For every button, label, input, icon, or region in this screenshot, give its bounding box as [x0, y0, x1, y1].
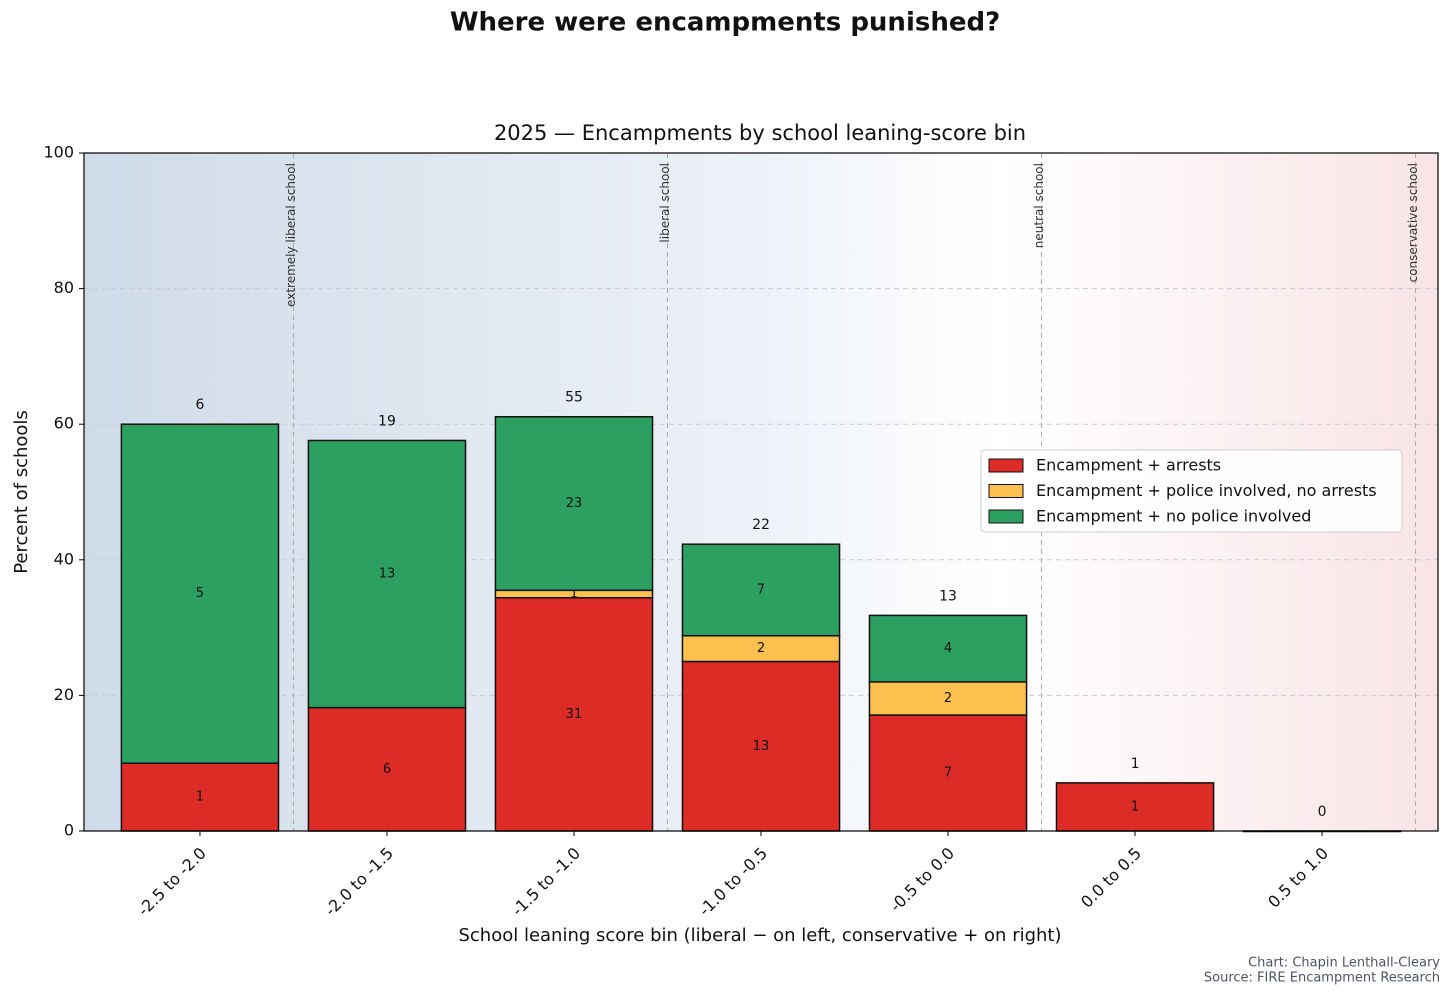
x-tick-label: -2.0 to -1.5	[321, 844, 397, 920]
reference-label: extremely liberal school	[284, 163, 298, 307]
x-tick-label: -1.5 to -1.0	[508, 844, 584, 920]
y-tick-label: 80	[54, 278, 74, 297]
segment-label: 13	[753, 739, 770, 754]
x-tick-label: 0.0 to 0.5	[1077, 844, 1145, 912]
reference-label: conservative school	[1406, 163, 1420, 282]
total-label: 6	[195, 397, 204, 413]
segment-label: 5	[196, 586, 204, 601]
legend-box	[980, 449, 1403, 533]
bar-segment	[681, 660, 841, 832]
legend-swatch	[988, 458, 1024, 473]
bar-segment	[868, 681, 1028, 716]
segment-label: 7	[944, 766, 952, 781]
bar-segment	[307, 439, 467, 709]
legend-label: Encampment + police involved, no arrests	[1036, 481, 1377, 500]
bar-segment	[1055, 782, 1215, 832]
x-tick-label: 0.5 to 1.0	[1264, 844, 1332, 912]
y-axis-label: Percent of schools	[11, 410, 32, 574]
bar-segment	[494, 597, 654, 832]
legend: Encampment + arrests Encampment + police …	[980, 449, 1403, 533]
x-tick-label: -0.5 to 0.0	[886, 844, 958, 916]
y-tick-label: 100	[43, 143, 74, 162]
bar-segment	[868, 614, 1028, 683]
bar-segment	[681, 543, 841, 637]
credit: Chart: Chapin Lenthall-Cleary	[1248, 956, 1440, 971]
chart-subtitle: 2025 — Encampments by school leaning-sco…	[494, 121, 1026, 145]
segment-label: 23	[566, 496, 583, 511]
segment-label: 2	[757, 641, 765, 656]
legend-label: Encampment + arrests	[1036, 456, 1221, 475]
legend-swatch	[988, 484, 1024, 498]
total-label: 1	[1131, 756, 1140, 772]
total-label: 19	[378, 413, 396, 429]
segment-label: 1	[196, 790, 204, 805]
x-tick-label: -1.0 to -0.5	[695, 844, 771, 920]
segment-label: 2	[944, 691, 952, 706]
reference-label: liberal school	[658, 163, 672, 243]
bar-segment	[868, 714, 1028, 832]
segment-label: 1	[1131, 799, 1139, 814]
bar-segment	[681, 634, 841, 663]
chart-title: Where were encampments punished?	[450, 8, 1000, 38]
segment-label: 31	[566, 707, 583, 722]
legend-label: Encampment + no police involved	[1036, 507, 1311, 526]
y-tick-label: 40	[54, 549, 74, 568]
bar-segment	[120, 423, 280, 764]
y-tick-label: 0	[64, 821, 74, 840]
segment-label: 7	[757, 582, 765, 597]
segment-label: 4	[944, 641, 952, 656]
credit: Source: FIRE Encampment Research	[1204, 971, 1440, 986]
x-axis-label: School leaning score bin (liberal − on l…	[458, 925, 1061, 946]
bar-segment	[494, 415, 654, 592]
y-tick-label: 20	[54, 685, 74, 704]
segment-label: 13	[379, 567, 396, 582]
total-label: 55	[565, 390, 583, 406]
total-label: 13	[939, 588, 957, 604]
total-label: 22	[752, 517, 770, 533]
total-label: 0	[1318, 804, 1327, 820]
x-tick-label: -2.5 to -2.0	[134, 844, 210, 920]
reference-label: neutral school	[1032, 163, 1046, 248]
plot-frame	[83, 152, 1439, 832]
y-tick-label: 60	[54, 414, 74, 433]
segment-label: 6	[383, 762, 391, 777]
segment-label: 1	[570, 587, 578, 602]
legend-swatch	[988, 509, 1024, 524]
